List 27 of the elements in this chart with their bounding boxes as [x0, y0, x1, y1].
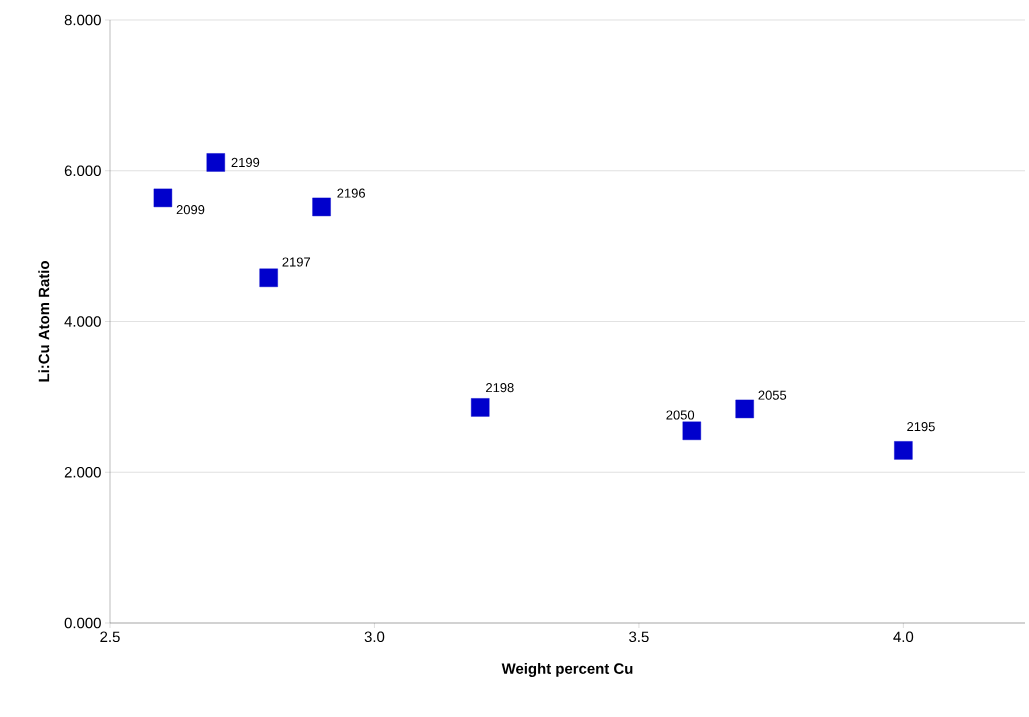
- y-tick-label: 4.000: [64, 316, 101, 327]
- y-tick-label: 6.000: [64, 165, 101, 177]
- annotation: 2099: [176, 205, 205, 215]
- point: [259, 268, 278, 287]
- annotation: 2055: [758, 390, 787, 400]
- y-tick-label: 8.000: [64, 14, 101, 26]
- annotation: 2197: [282, 257, 311, 267]
- y-tick-label: 2.000: [64, 466, 101, 478]
- annotation: 2050: [666, 410, 695, 420]
- point: [312, 197, 331, 217]
- annotation: 2199: [231, 157, 260, 168]
- point: [153, 188, 173, 208]
- point: [894, 441, 913, 460]
- y-axis-title: Li:Cu Atom Ratio: [38, 261, 50, 382]
- x-tick-label: 3.5: [629, 631, 649, 643]
- annotation: 2196: [337, 188, 365, 198]
- annotation: 2198: [486, 383, 514, 393]
- point: [471, 398, 490, 417]
- y-tick-label: 0.000: [64, 617, 101, 629]
- x-tick-label: 3.0: [364, 631, 385, 643]
- x-tick-label: 4.0: [893, 631, 914, 643]
- point: [206, 153, 225, 172]
- point: [682, 421, 701, 440]
- x-axis-title: Weight percent Cu: [501, 662, 633, 677]
- x-tick-label: 2.5: [100, 631, 120, 643]
- annotation: 2195: [907, 422, 935, 432]
- point: [735, 399, 754, 419]
